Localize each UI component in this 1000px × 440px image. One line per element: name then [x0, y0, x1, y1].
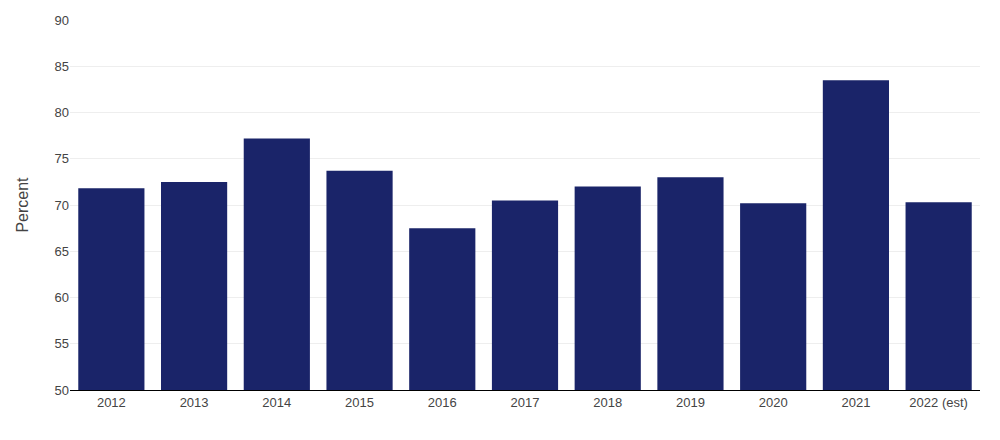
svg-text:2016: 2016: [428, 395, 457, 410]
svg-text:75: 75: [55, 151, 69, 166]
svg-text:60: 60: [55, 290, 69, 305]
svg-text:2014: 2014: [262, 395, 291, 410]
svg-text:80: 80: [55, 105, 69, 120]
svg-text:55: 55: [55, 336, 69, 351]
svg-text:65: 65: [55, 244, 69, 259]
svg-text:2018: 2018: [593, 395, 622, 410]
svg-text:2013: 2013: [180, 395, 209, 410]
svg-text:90: 90: [55, 13, 69, 28]
svg-text:Percent: Percent: [14, 177, 31, 233]
svg-text:50: 50: [55, 383, 69, 398]
svg-text:2022 (est): 2022 (est): [909, 395, 968, 410]
svg-text:2019: 2019: [676, 395, 705, 410]
svg-text:2020: 2020: [759, 395, 788, 410]
svg-text:2015: 2015: [345, 395, 374, 410]
svg-text:2021: 2021: [841, 395, 870, 410]
svg-text:2017: 2017: [511, 395, 540, 410]
svg-text:85: 85: [55, 59, 69, 74]
svg-text:2012: 2012: [97, 395, 126, 410]
svg-text:70: 70: [55, 198, 69, 213]
